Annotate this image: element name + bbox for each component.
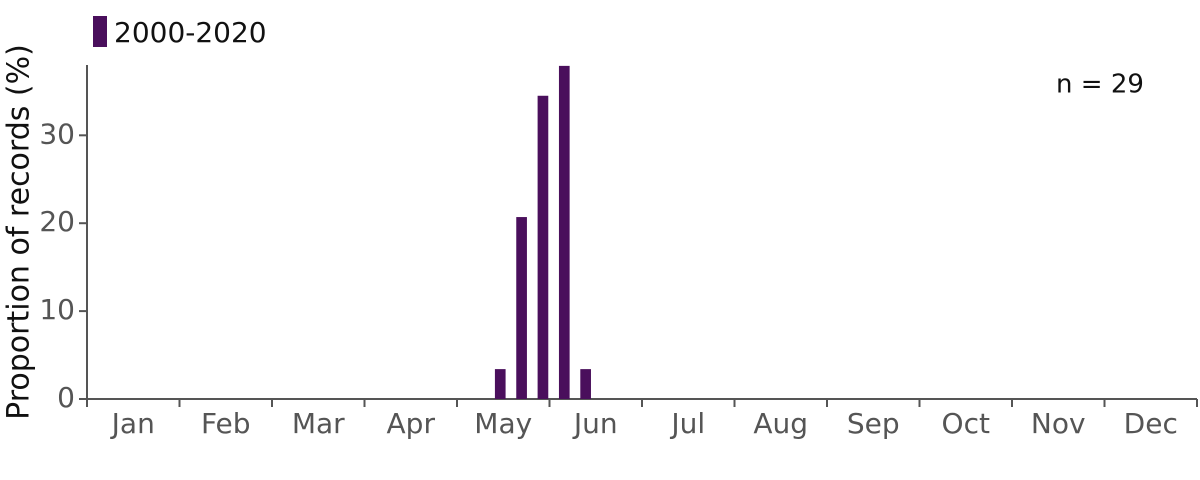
x-tick-label: Mar: [292, 407, 345, 440]
bar: [580, 369, 591, 399]
x-tick-label: Sep: [847, 407, 900, 440]
x-tick-label: Jul: [669, 407, 705, 440]
x-tick-label: May: [474, 407, 532, 440]
x-tick-label: Jun: [572, 407, 618, 440]
legend-swatch: [93, 16, 107, 47]
legend-label: 2000-2020: [114, 16, 267, 49]
x-tick-label: Dec: [1124, 407, 1178, 440]
y-tick-label: 0: [57, 381, 75, 414]
x-tick-label: Oct: [942, 407, 990, 440]
bar: [494, 369, 506, 399]
x-tick-label: Apr: [387, 407, 436, 440]
annotation: n = 29: [1056, 70, 1144, 100]
x-tick-label: Nov: [1031, 407, 1086, 440]
x-tick-label: Feb: [201, 407, 251, 440]
x-tick-label: Jan: [110, 407, 155, 440]
y-tick-label: 10: [39, 293, 75, 326]
y-tick-label: 20: [39, 205, 75, 238]
bar: [516, 217, 527, 399]
bar: [537, 95, 549, 400]
y-axis-label: Proportion of records (%): [2, 44, 37, 420]
y-tick-label: 30: [39, 117, 75, 150]
x-tick-label: Aug: [753, 407, 808, 440]
bar: [558, 65, 570, 400]
